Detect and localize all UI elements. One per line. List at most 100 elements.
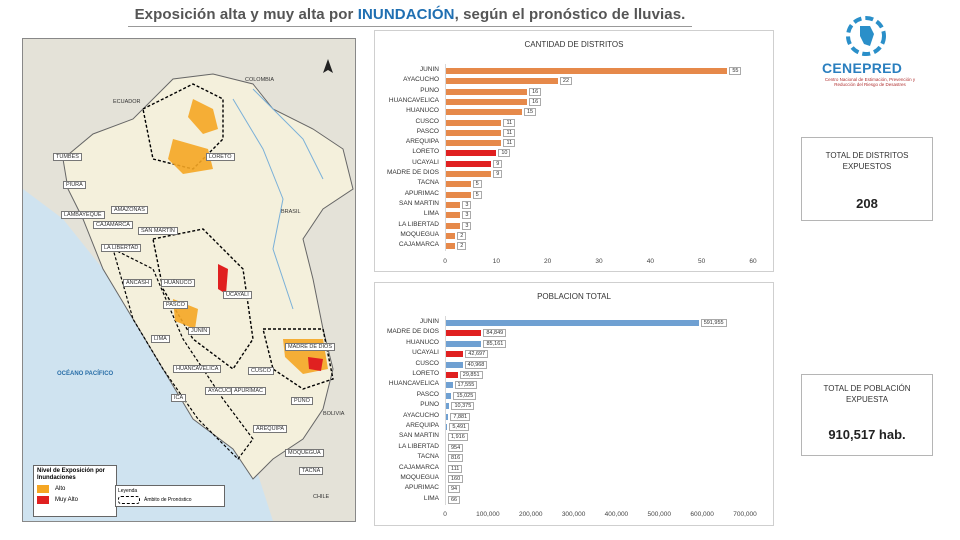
districts-data-label-tacna: 5 bbox=[472, 180, 482, 189]
population-data-label-junin: 591,955 bbox=[700, 319, 727, 327]
districts-x-tick-0: 0 bbox=[443, 258, 447, 265]
population-x-tick-2: 200,000 bbox=[518, 511, 543, 518]
districts-data-label-apurimac: 5 bbox=[472, 190, 482, 199]
label-ucayali: UCAYALI bbox=[223, 291, 252, 299]
title-pre: Exposición alta y muy alta por bbox=[134, 6, 358, 23]
population-x-tick-0: 0 bbox=[443, 511, 447, 518]
districts-total-box: TOTAL DE DISTRITOS EXPUESTOS 208 bbox=[801, 137, 933, 221]
chart-districts: CANTIDAD DE DISTRITOS JUNIN 55 AYACUCHO 22 P… bbox=[374, 30, 774, 272]
districts-bar-loreto bbox=[445, 150, 497, 157]
population-category-huancavelica: HUANCAVELICA bbox=[388, 380, 439, 388]
label-amazonas: AMAZONAS bbox=[111, 206, 148, 214]
districts-category-huanuco: HUANUCO bbox=[406, 107, 439, 115]
label-apurimac: APURÍMAC bbox=[231, 387, 267, 395]
population-x-tick-1: 100,000 bbox=[476, 511, 500, 518]
districts-y-axis bbox=[445, 64, 446, 252]
population-bar-ayacucho bbox=[445, 413, 449, 420]
label-loreto: LORETO bbox=[206, 153, 235, 161]
population-bar-huanuco bbox=[445, 340, 482, 347]
districts-bar-pasco bbox=[445, 129, 502, 136]
population-category-pasco: PASCO bbox=[416, 390, 439, 398]
label-piura: PIURA bbox=[63, 181, 86, 189]
population-data-label-madre-de-dios: 84,849 bbox=[483, 329, 507, 338]
districts-x-tick-6: 60 bbox=[749, 258, 757, 265]
districts-data-label-madre-de-dios: 9 bbox=[493, 170, 503, 178]
population-data-label-pasco: 15,025 bbox=[453, 391, 477, 400]
legend2-label: Ámbito de Pronóstico bbox=[144, 497, 192, 503]
label-brasil: BRASIL bbox=[281, 209, 301, 215]
districts-bar-puno bbox=[445, 88, 528, 95]
population-total-value: 910,517 hab. bbox=[828, 427, 906, 442]
districts-category-lima: LIMA bbox=[423, 210, 439, 218]
cenepred-emblem-icon bbox=[846, 16, 886, 56]
population-bar-arequipa bbox=[445, 424, 448, 430]
districts-category-arequipa: AREQUIPA bbox=[405, 138, 439, 146]
districts-bar-la-libertad bbox=[445, 222, 461, 229]
population-category-loreto: LORETO bbox=[412, 370, 439, 377]
label-lambayeque: LAMBAYEQUE bbox=[61, 211, 105, 219]
population-bar-ucayali bbox=[445, 351, 464, 358]
label-junin: JUNÍN bbox=[188, 327, 211, 335]
label-madre-de-dios: MADRE DE DIOS bbox=[285, 343, 336, 351]
river bbox=[232, 98, 294, 310]
label-huancavelica: HUANCAVELICA bbox=[173, 365, 222, 373]
population-category-moquegua: MOQUEGUA bbox=[400, 474, 439, 481]
districts-data-label-cusco: 11 bbox=[503, 118, 516, 127]
districts-total-value: 208 bbox=[856, 196, 878, 211]
districts-x-tick-1: 10 bbox=[492, 258, 500, 265]
population-category-cusco: CUSCO bbox=[415, 359, 439, 367]
population-data-label-ucayali: 42,697 bbox=[465, 350, 489, 359]
population-bar-puno bbox=[445, 403, 450, 410]
population-data-label-arequipa: 5,491 bbox=[449, 423, 470, 431]
legend-swatch-high bbox=[37, 485, 49, 493]
population-category-madre-de-dios: MADRE DE DIOS bbox=[386, 328, 439, 336]
districts-bar-ucayali bbox=[445, 160, 492, 167]
districts-category-moquegua: MOQUEGUA bbox=[400, 230, 439, 238]
population-category-ayacucho: AYACUCHO bbox=[403, 411, 439, 419]
population-category-cajamarca: CAJAMARCA bbox=[398, 463, 439, 471]
districts-data-label-huanuco: 15 bbox=[524, 108, 537, 117]
districts-data-label-arequipa: 11 bbox=[503, 139, 516, 148]
population-data-label-huancavelica: 17,555 bbox=[454, 381, 478, 390]
exposure-high-area bbox=[168, 139, 213, 174]
label-colombia: COLOMBIA bbox=[245, 77, 275, 83]
forecast-zone-center bbox=[152, 228, 254, 371]
districts-total-label: TOTAL DE DISTRITOS EXPUESTOS bbox=[825, 151, 909, 171]
districts-bar-cusco bbox=[445, 119, 502, 126]
legend2-title: Leyenda bbox=[118, 488, 138, 494]
label-cusco: CUSCO bbox=[248, 367, 274, 375]
legend2-row: Ámbito de Pronóstico bbox=[118, 496, 222, 504]
districts-data-label-san-martin: 3 bbox=[462, 200, 472, 209]
districts-category-la-libertad: LA LIBERTAD bbox=[398, 220, 439, 228]
population-data-label-puno: 10,375 bbox=[451, 402, 475, 411]
districts-data-label-moquegua: 2 bbox=[457, 231, 467, 240]
legend2-dashed-swatch bbox=[118, 496, 140, 504]
north-arrow bbox=[323, 59, 333, 73]
logo-wordmark: CENEPRED bbox=[822, 60, 903, 76]
districts-category-loreto: LORETO bbox=[412, 148, 439, 156]
districts-x-tick-2: 20 bbox=[544, 258, 552, 265]
population-data-label-moquegua: 160 bbox=[448, 475, 464, 483]
districts-data-label-huancavelica: 16 bbox=[529, 97, 542, 106]
population-category-lima: LIMA bbox=[423, 494, 439, 502]
population-category-arequipa: AREQUIPA bbox=[405, 422, 439, 429]
population-category-tacna: TACNA bbox=[417, 453, 439, 461]
forecast-zone-south bbox=[262, 328, 334, 390]
population-data-label-apurimac: 94 bbox=[448, 485, 461, 494]
districts-bar-lima bbox=[445, 212, 461, 219]
population-x-tick-4: 400,000 bbox=[604, 511, 629, 518]
districts-bar-junin bbox=[445, 68, 728, 74]
population-data-label-ayacucho: 7,881 bbox=[450, 412, 471, 421]
districts-bar-moquegua bbox=[445, 232, 456, 239]
label-lima: LIMA bbox=[151, 335, 170, 343]
districts-bar-huanuco bbox=[445, 109, 522, 116]
population-bar-huancavelica bbox=[445, 382, 453, 389]
districts-category-apurimac: APURIMAC bbox=[404, 189, 439, 197]
population-category-san-martin: SAN MARTIN bbox=[399, 432, 439, 440]
page-title: Exposición alta y muy alta por INUNDACIÓ… bbox=[0, 6, 820, 23]
population-category-apurimac: APURIMAC bbox=[404, 484, 439, 492]
title-highlight: INUNDACIÓN bbox=[357, 6, 455, 23]
label-san-martin: SAN MARTÍN bbox=[138, 227, 178, 235]
population-data-label-la-libertad: 954 bbox=[448, 443, 464, 452]
population-category-ucayali: UCAYALI bbox=[412, 349, 439, 357]
